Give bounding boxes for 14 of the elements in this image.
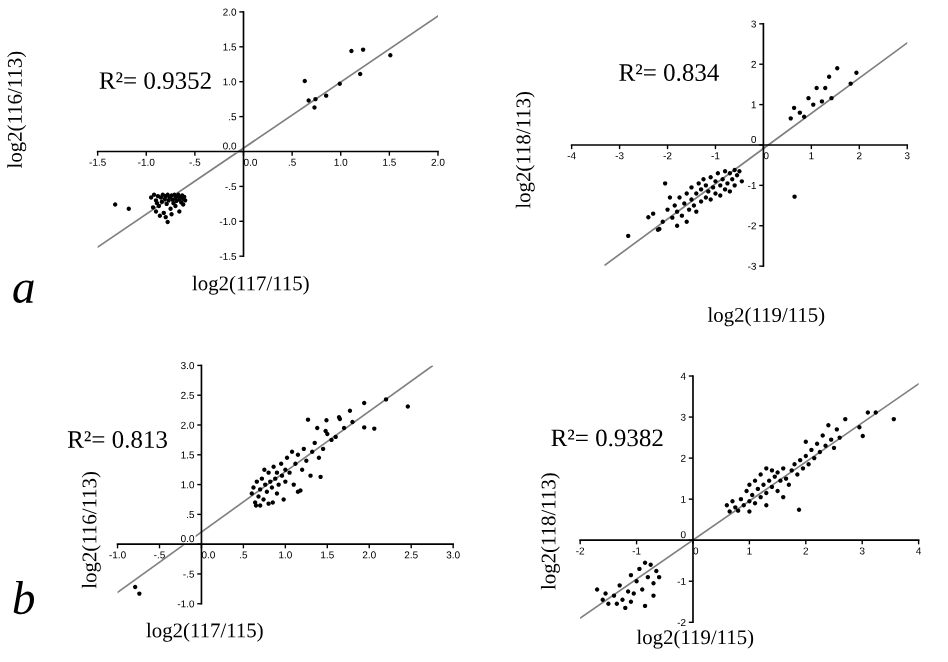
annotation: R²= 0.9382 [551, 429, 663, 447]
x-axis-title: log2(119/115) [636, 629, 754, 649]
x-axis-title: log2(119/115) [707, 307, 825, 327]
y-axis-title: log2(118/113) [515, 91, 535, 209]
y-axis-title: log2(118/113) [540, 473, 560, 590]
annotation: R²= 0.813 [67, 431, 167, 449]
text: a [13, 280, 34, 304]
text: b [13, 581, 35, 615]
x-axis-title: log2(117/115) [192, 275, 309, 295]
annotation: R²= 0.834 [619, 64, 719, 82]
annotation: R²= 0.9352 [99, 72, 211, 90]
y-axis-title: log2(116/113) [7, 51, 27, 169]
y-axis-title: log2(116/113) [81, 471, 101, 589]
x-axis-title: log2(117/115) [146, 622, 263, 642]
